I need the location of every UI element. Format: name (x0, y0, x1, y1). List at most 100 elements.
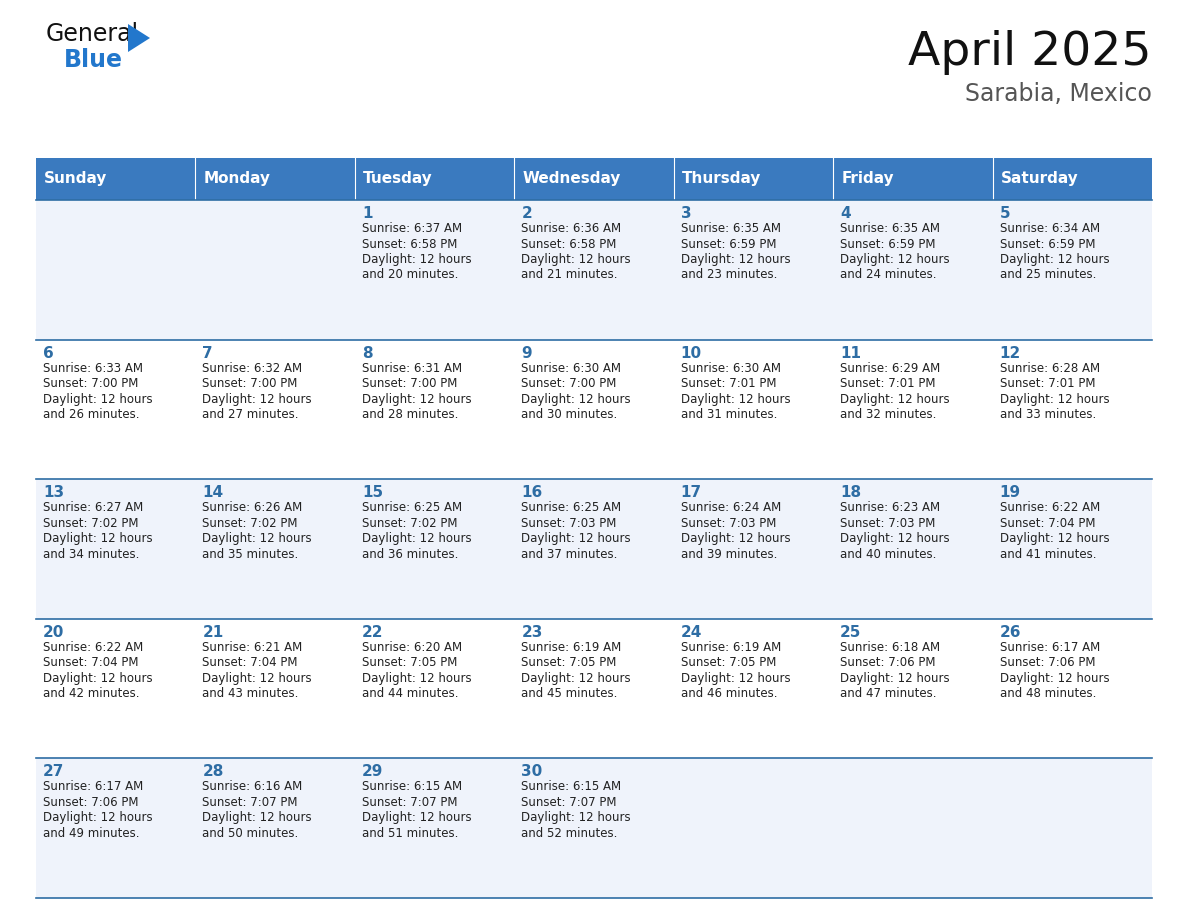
Text: Daylight: 12 hours: Daylight: 12 hours (43, 672, 152, 685)
Text: Daylight: 12 hours: Daylight: 12 hours (999, 393, 1110, 406)
Bar (514, 158, 674, 200)
Text: Sunrise: 6:18 AM: Sunrise: 6:18 AM (840, 641, 940, 654)
Bar (992, 158, 1152, 200)
Text: Sunrise: 6:33 AM: Sunrise: 6:33 AM (43, 362, 143, 375)
Text: 3: 3 (681, 206, 691, 221)
Text: Sunset: 7:00 PM: Sunset: 7:00 PM (202, 377, 298, 390)
Text: and 31 minutes.: and 31 minutes. (681, 409, 777, 421)
Text: 20: 20 (43, 625, 64, 640)
Text: 19: 19 (999, 486, 1020, 500)
Text: 21: 21 (202, 625, 223, 640)
Text: Sunset: 7:07 PM: Sunset: 7:07 PM (202, 796, 298, 809)
Bar (833, 340, 992, 479)
Text: and 42 minutes.: and 42 minutes. (43, 688, 139, 700)
Text: Sunset: 7:06 PM: Sunset: 7:06 PM (840, 656, 936, 669)
Bar (992, 200, 1152, 340)
Text: 23: 23 (522, 625, 543, 640)
Text: Daylight: 12 hours: Daylight: 12 hours (681, 393, 790, 406)
Text: and 32 minutes.: and 32 minutes. (840, 409, 936, 421)
Text: 1: 1 (362, 206, 372, 221)
Bar (355, 619, 514, 758)
Bar (514, 758, 674, 898)
Text: 14: 14 (202, 486, 223, 500)
Text: Sunrise: 6:24 AM: Sunrise: 6:24 AM (681, 501, 781, 514)
Text: Daylight: 12 hours: Daylight: 12 hours (840, 672, 949, 685)
Bar (355, 479, 514, 619)
Text: Sunset: 7:06 PM: Sunset: 7:06 PM (999, 656, 1095, 669)
Text: Daylight: 12 hours: Daylight: 12 hours (202, 812, 312, 824)
Bar (514, 479, 674, 619)
Text: Sunset: 7:00 PM: Sunset: 7:00 PM (522, 377, 617, 390)
Text: Daylight: 12 hours: Daylight: 12 hours (999, 532, 1110, 545)
Text: Sunset: 6:58 PM: Sunset: 6:58 PM (362, 238, 457, 251)
Text: Wednesday: Wednesday (523, 172, 620, 186)
Text: Sunset: 7:05 PM: Sunset: 7:05 PM (681, 656, 776, 669)
Text: and 27 minutes.: and 27 minutes. (202, 409, 299, 421)
Text: 2: 2 (522, 206, 532, 221)
Text: and 26 minutes.: and 26 minutes. (43, 409, 139, 421)
Bar (196, 619, 355, 758)
Text: and 39 minutes.: and 39 minutes. (681, 548, 777, 561)
Bar (674, 158, 833, 200)
Text: Sunset: 7:04 PM: Sunset: 7:04 PM (999, 517, 1095, 530)
Bar (674, 340, 833, 479)
Text: 29: 29 (362, 765, 384, 779)
Bar (992, 758, 1152, 898)
Text: 13: 13 (43, 486, 64, 500)
Text: Daylight: 12 hours: Daylight: 12 hours (362, 253, 472, 266)
Text: Sunrise: 6:22 AM: Sunrise: 6:22 AM (999, 501, 1100, 514)
Text: Sunset: 7:06 PM: Sunset: 7:06 PM (43, 796, 139, 809)
Bar (674, 619, 833, 758)
Text: Daylight: 12 hours: Daylight: 12 hours (522, 393, 631, 406)
Text: and 37 minutes.: and 37 minutes. (522, 548, 618, 561)
Text: and 34 minutes.: and 34 minutes. (43, 548, 139, 561)
Text: Sunrise: 6:28 AM: Sunrise: 6:28 AM (999, 362, 1100, 375)
Text: Sunset: 7:03 PM: Sunset: 7:03 PM (522, 517, 617, 530)
Text: Sunset: 7:07 PM: Sunset: 7:07 PM (522, 796, 617, 809)
Text: Sunset: 7:00 PM: Sunset: 7:00 PM (362, 377, 457, 390)
Text: and 46 minutes.: and 46 minutes. (681, 688, 777, 700)
Text: Sunset: 7:02 PM: Sunset: 7:02 PM (362, 517, 457, 530)
Bar (833, 758, 992, 898)
Text: Sunrise: 6:16 AM: Sunrise: 6:16 AM (202, 780, 303, 793)
Text: Daylight: 12 hours: Daylight: 12 hours (43, 532, 152, 545)
Bar (833, 619, 992, 758)
Bar (355, 340, 514, 479)
Text: Daylight: 12 hours: Daylight: 12 hours (362, 672, 472, 685)
Text: Monday: Monday (203, 172, 271, 186)
Text: Daylight: 12 hours: Daylight: 12 hours (840, 393, 949, 406)
Text: Sunrise: 6:26 AM: Sunrise: 6:26 AM (202, 501, 303, 514)
Text: Sunrise: 6:36 AM: Sunrise: 6:36 AM (522, 222, 621, 235)
Bar (196, 340, 355, 479)
Text: Sunrise: 6:29 AM: Sunrise: 6:29 AM (840, 362, 941, 375)
Bar (36, 479, 196, 619)
Bar (196, 758, 355, 898)
Bar (196, 479, 355, 619)
Text: Daylight: 12 hours: Daylight: 12 hours (43, 812, 152, 824)
Text: and 40 minutes.: and 40 minutes. (840, 548, 936, 561)
Text: 12: 12 (999, 345, 1020, 361)
Bar (355, 158, 514, 200)
Text: and 41 minutes.: and 41 minutes. (999, 548, 1097, 561)
Text: Sunset: 6:59 PM: Sunset: 6:59 PM (840, 238, 936, 251)
Text: 22: 22 (362, 625, 384, 640)
Bar (196, 200, 355, 340)
Text: Sunrise: 6:30 AM: Sunrise: 6:30 AM (522, 362, 621, 375)
Bar (36, 158, 196, 200)
Text: and 52 minutes.: and 52 minutes. (522, 827, 618, 840)
Text: and 21 minutes.: and 21 minutes. (522, 268, 618, 282)
Text: Sunset: 7:04 PM: Sunset: 7:04 PM (202, 656, 298, 669)
Bar (674, 479, 833, 619)
Bar (674, 200, 833, 340)
Text: Sunrise: 6:32 AM: Sunrise: 6:32 AM (202, 362, 303, 375)
Text: 10: 10 (681, 345, 702, 361)
Text: Daylight: 12 hours: Daylight: 12 hours (362, 532, 472, 545)
Text: and 49 minutes.: and 49 minutes. (43, 827, 139, 840)
Text: 27: 27 (43, 765, 64, 779)
Text: and 28 minutes.: and 28 minutes. (362, 409, 459, 421)
Text: Daylight: 12 hours: Daylight: 12 hours (202, 393, 312, 406)
Text: Sunset: 7:01 PM: Sunset: 7:01 PM (681, 377, 776, 390)
Text: Sunrise: 6:25 AM: Sunrise: 6:25 AM (362, 501, 462, 514)
Text: Sunrise: 6:17 AM: Sunrise: 6:17 AM (43, 780, 144, 793)
Text: Sunrise: 6:19 AM: Sunrise: 6:19 AM (522, 641, 621, 654)
